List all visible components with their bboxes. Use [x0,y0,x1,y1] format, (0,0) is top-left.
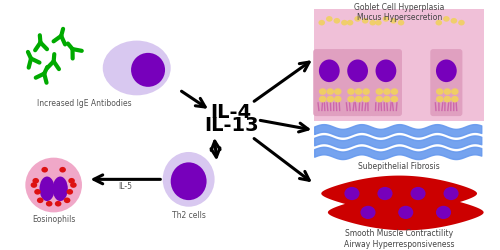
Ellipse shape [375,20,382,26]
Ellipse shape [347,60,368,82]
Ellipse shape [376,88,383,95]
Ellipse shape [354,16,361,22]
Ellipse shape [162,152,214,207]
Ellipse shape [326,96,334,102]
Ellipse shape [334,18,340,24]
Ellipse shape [334,96,342,102]
Ellipse shape [42,167,48,172]
Ellipse shape [66,189,73,195]
Ellipse shape [341,20,347,26]
Ellipse shape [376,96,383,102]
Ellipse shape [451,96,458,102]
Ellipse shape [355,96,362,102]
Ellipse shape [37,198,44,203]
Ellipse shape [443,16,450,22]
Ellipse shape [326,16,332,22]
Ellipse shape [347,88,355,95]
Ellipse shape [30,182,37,188]
FancyBboxPatch shape [342,49,374,116]
Ellipse shape [344,187,360,200]
FancyBboxPatch shape [370,49,402,116]
Ellipse shape [398,206,413,219]
Ellipse shape [370,20,376,26]
Ellipse shape [410,187,426,200]
Ellipse shape [444,88,451,95]
Ellipse shape [334,88,342,95]
Ellipse shape [436,96,444,102]
Bar [314,10,484,121]
Ellipse shape [436,88,444,95]
Text: Smooth Muscle Contractility
Airway Hyperresponsiveness: Smooth Muscle Contractility Airway Hyper… [344,230,455,249]
Ellipse shape [383,96,390,102]
Text: IL-13: IL-13 [204,116,258,135]
Ellipse shape [32,178,39,184]
Ellipse shape [46,201,52,206]
Ellipse shape [64,198,70,203]
Ellipse shape [436,20,442,26]
Ellipse shape [436,60,456,82]
Ellipse shape [60,167,66,172]
Ellipse shape [319,60,340,82]
Ellipse shape [376,60,396,82]
Ellipse shape [382,16,389,22]
Ellipse shape [383,88,390,95]
Text: Subepithelial Fibrosis: Subepithelial Fibrosis [358,162,440,171]
Ellipse shape [378,187,392,200]
Ellipse shape [131,53,165,87]
FancyBboxPatch shape [430,49,462,116]
Text: Eosinophils: Eosinophils [32,215,76,224]
Ellipse shape [70,182,76,188]
Ellipse shape [319,96,326,102]
Ellipse shape [390,88,398,95]
Ellipse shape [390,18,397,24]
Text: IL-5: IL-5 [118,182,132,192]
Ellipse shape [362,88,370,95]
Ellipse shape [347,96,355,102]
Ellipse shape [55,201,62,206]
Polygon shape [322,176,477,212]
FancyBboxPatch shape [313,49,346,116]
Ellipse shape [102,40,170,95]
Ellipse shape [444,187,458,200]
Text: Goblet Cell Hyperplasia
Mucus Hypersecretion: Goblet Cell Hyperplasia Mucus Hypersecre… [354,3,444,22]
Ellipse shape [436,206,451,219]
Ellipse shape [318,20,325,26]
Ellipse shape [390,96,398,102]
Ellipse shape [362,96,370,102]
Ellipse shape [326,88,334,95]
Ellipse shape [68,178,75,184]
Ellipse shape [444,96,451,102]
Ellipse shape [450,18,457,24]
Ellipse shape [170,162,206,200]
Text: Increased IgE Antibodies: Increased IgE Antibodies [38,99,132,108]
Ellipse shape [360,206,376,219]
Ellipse shape [347,20,354,26]
Ellipse shape [362,18,368,24]
Text: IL-4: IL-4 [210,103,252,122]
Ellipse shape [34,189,41,195]
Ellipse shape [451,88,458,95]
Ellipse shape [52,176,68,201]
Text: Th2 cells: Th2 cells [172,210,205,220]
Polygon shape [328,194,484,230]
Ellipse shape [398,20,404,26]
Ellipse shape [319,88,326,95]
Ellipse shape [355,88,362,95]
Ellipse shape [26,158,82,212]
Ellipse shape [458,20,465,26]
Ellipse shape [40,176,54,201]
